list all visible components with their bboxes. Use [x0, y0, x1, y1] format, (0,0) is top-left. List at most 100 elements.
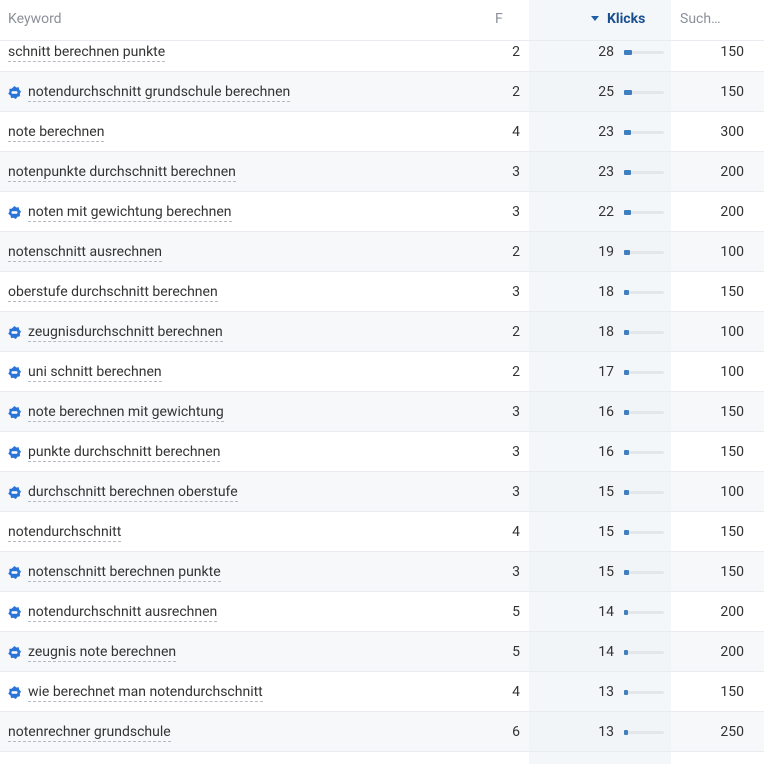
header-keyword[interactable]: Keyword	[8, 11, 62, 27]
f-value: 4	[512, 684, 520, 700]
ai-icon	[8, 86, 21, 99]
keyword-link[interactable]: oberstufe durchschnitt berechnen	[8, 284, 218, 302]
klicks-bar	[624, 530, 629, 535]
such-value: 100	[720, 364, 744, 380]
table-row[interactable]: notendurchschnitt ausrechnen 5 14 200	[0, 592, 764, 632]
keyword-link[interactable]: zeugnis note berechnen	[28, 644, 177, 662]
keyword-link[interactable]: notendurchschnitt ausrechnen	[28, 604, 218, 622]
such-value: 300	[720, 124, 744, 140]
header-f[interactable]: F	[495, 11, 503, 27]
klicks-value: 28	[598, 44, 614, 60]
klicks-bar	[624, 290, 630, 295]
table-row[interactable]: oberstufe durchschnitt berechnen 3 18 150	[0, 272, 764, 312]
klicks-track	[624, 610, 664, 615]
klicks-bar	[624, 50, 633, 55]
table-row[interactable]: notendurchschnitt grundschule berechnen 2…	[0, 72, 764, 112]
klicks-bar	[624, 650, 629, 655]
ai-icon	[8, 686, 21, 699]
klicks-bar	[624, 170, 631, 175]
table-row[interactable]: notenpunkte durchschnitt berechnen 3 23 200	[0, 152, 764, 192]
klicks-value: 22	[598, 204, 614, 220]
klicks-track	[624, 210, 664, 215]
table-row[interactable]: notenschnitt berechnen punkte 3 15 150	[0, 552, 764, 592]
klicks-bar	[624, 690, 628, 695]
f-value: 4	[512, 524, 520, 540]
f-value: 5	[512, 604, 520, 620]
such-value: 150	[720, 84, 744, 100]
keyword-link[interactable]: notenpunkte durchschnitt berechnen	[8, 164, 236, 182]
klicks-bar	[624, 450, 629, 455]
keyword-link[interactable]: schnitt berechnen punkte	[8, 44, 166, 62]
klicks-bar	[624, 130, 631, 135]
keyword-link[interactable]: notendurchschnitt grundschule berechnen	[28, 84, 291, 102]
table-row[interactable]: durchschnitt berechnen oberstufe 3 15 100	[0, 472, 764, 512]
klicks-bar	[624, 250, 630, 255]
klicks-value: 13	[598, 684, 614, 700]
keyword-link[interactable]: notenschnitt ausrechnen	[8, 244, 163, 262]
table-row[interactable]: note berechnen mit gewichtung 3 16 150	[0, 392, 764, 432]
klicks-track	[624, 690, 664, 695]
keyword-link[interactable]: wie berechnet man notendurchschnitt	[28, 684, 263, 702]
table-row[interactable]: noten mit gewichtung berechnen 3 22 200	[0, 192, 764, 232]
ai-icon	[8, 446, 21, 459]
table-row[interactable]: uni schnitt berechnen 2 17 100	[0, 352, 764, 392]
f-value: 2	[512, 44, 520, 60]
keyword-link[interactable]: uni schnitt berechnen	[28, 364, 162, 382]
klicks-value: 23	[598, 124, 614, 140]
such-value: 100	[720, 324, 744, 340]
keyword-link[interactable]: zeugnisdurchschnitt berechnen	[28, 324, 223, 342]
keyword-link[interactable]: durchschnitt berechnen oberstufe	[28, 484, 238, 502]
sorted-header-bg	[529, 0, 671, 40]
such-value: 200	[720, 204, 744, 220]
table-row-partial	[0, 752, 764, 764]
keyword-link[interactable]: note berechnen mit gewichtung	[28, 404, 224, 422]
f-value: 5	[512, 644, 520, 660]
klicks-bar	[624, 330, 630, 335]
such-value: 200	[720, 604, 744, 620]
such-value: 150	[720, 564, 744, 580]
such-value: 150	[720, 444, 744, 460]
table-row[interactable]: wie berechnet man notendurchschnitt 4 13 15…	[0, 672, 764, 712]
table-row[interactable]: zeugnis note berechnen 5 14 200	[0, 632, 764, 672]
klicks-track	[624, 490, 664, 495]
keyword-link[interactable]: notenrechner grundschule	[8, 724, 171, 742]
header-such[interactable]: Such…	[680, 11, 721, 27]
klicks-value: 18	[598, 324, 614, 340]
table-row[interactable]: notenschnitt ausrechnen 2 19 100	[0, 232, 764, 272]
f-value: 3	[512, 484, 520, 500]
f-value: 6	[512, 724, 520, 740]
keyword-link[interactable]: noten mit gewichtung berechnen	[28, 204, 232, 222]
klicks-value: 19	[598, 244, 614, 260]
such-value: 100	[720, 244, 744, 260]
header-klicks[interactable]: Klicks	[607, 11, 646, 27]
keyword-link[interactable]: punkte durchschnitt berechnen	[28, 444, 221, 462]
keyword-link[interactable]: notendurchschnitt	[8, 524, 122, 542]
table-row[interactable]: notenrechner grundschule 6 13 250	[0, 712, 764, 752]
klicks-value: 18	[598, 284, 614, 300]
table-row[interactable]: note berechnen 4 23 300	[0, 112, 764, 152]
klicks-bar	[624, 570, 629, 575]
such-value: 100	[720, 484, 744, 500]
table-row[interactable]: zeugnisdurchschnitt berechnen 2 18 100	[0, 312, 764, 352]
klicks-track	[624, 250, 664, 255]
table-row[interactable]: punkte durchschnitt berechnen 3 16 150	[0, 432, 764, 472]
klicks-track	[624, 50, 664, 55]
klicks-bar	[624, 410, 629, 415]
ai-icon	[8, 486, 21, 499]
such-value: 150	[720, 524, 744, 540]
klicks-track	[624, 290, 664, 295]
keyword-link[interactable]: note berechnen	[8, 124, 105, 142]
ai-icon	[8, 406, 21, 419]
klicks-track	[624, 170, 664, 175]
f-value: 3	[512, 444, 520, 460]
sort-arrow	[591, 16, 599, 21]
f-value: 3	[512, 564, 520, 580]
klicks-track	[624, 90, 664, 95]
such-value: 200	[720, 164, 744, 180]
table-row[interactable]: notendurchschnitt 4 15 150	[0, 512, 764, 552]
table-row[interactable]: schnitt berechnen punkte 2 28 150	[0, 32, 764, 72]
klicks-track	[624, 330, 664, 335]
keyword-link[interactable]: notenschnitt berechnen punkte	[28, 564, 221, 582]
klicks-value: 25	[598, 84, 614, 100]
klicks-track	[624, 570, 664, 575]
